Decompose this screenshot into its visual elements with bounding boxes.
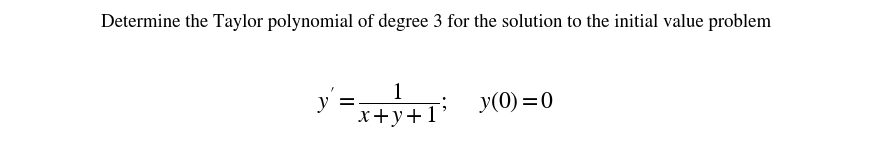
Text: Determine the Taylor polynomial of degree 3 for the solution to the initial valu: Determine the Taylor polynomial of degre… [101, 14, 771, 31]
Text: $y' = \dfrac{1}{x + y + 1};$     $y(0) = 0$: $y' = \dfrac{1}{x + y + 1};$ $y(0) = 0$ [317, 81, 555, 130]
